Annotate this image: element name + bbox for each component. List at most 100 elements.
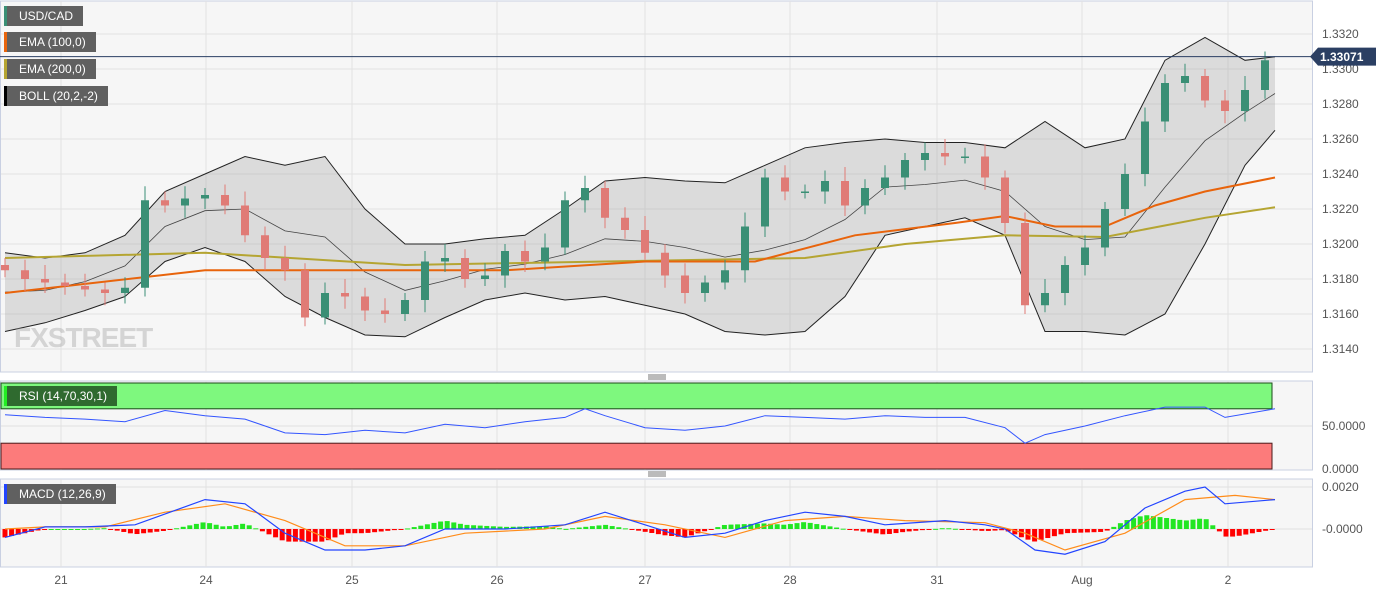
macd-histogram-bar [325, 529, 331, 541]
candle [381, 310, 389, 314]
macd-histogram-bar [900, 529, 906, 533]
macd-histogram-bar [1065, 529, 1071, 534]
legend-ema200[interactable]: EMA (200,0) [4, 59, 96, 79]
macd-histogram-bar [609, 526, 615, 529]
candle [141, 200, 149, 288]
candle [1061, 265, 1069, 293]
macd-histogram-bar [853, 529, 859, 531]
ema100-line [4, 176, 1276, 294]
last-price-tag [1310, 47, 1376, 66]
macd-histogram-bar [101, 528, 107, 530]
macd-histogram-bar [768, 523, 774, 529]
macd-histogram-bar [1084, 529, 1090, 533]
legend-ema100[interactable]: EMA (100,0) [4, 32, 96, 52]
candle [341, 293, 349, 297]
macd-histogram-bar [985, 529, 991, 531]
macd-histogram-bar [200, 522, 206, 529]
macd-histogram-bar [240, 523, 246, 529]
macd-histogram-bar [655, 529, 661, 535]
macd-histogram-bar [411, 527, 417, 529]
macd-histogram-bar [721, 524, 727, 529]
macd-histogram-bar [339, 529, 345, 535]
macd-histogram-bar [847, 529, 853, 530]
candle [901, 160, 909, 178]
candle [181, 198, 189, 206]
macd-histogram-bar [372, 529, 378, 533]
macd-histogram-bar [1078, 529, 1084, 533]
candle [81, 286, 89, 290]
macd-histogram-bar [22, 529, 28, 534]
macd-histogram-bar [431, 522, 437, 529]
candle [421, 261, 429, 300]
macd-histogram-bar [424, 524, 430, 529]
panel-resize-handle[interactable] [648, 471, 666, 477]
legend-rsi[interactable]: RSI (14,70,30,1) [4, 386, 118, 406]
candle [661, 252, 669, 276]
macd-histogram-bar [1045, 529, 1051, 539]
macd-histogram-bar [332, 529, 338, 538]
macd-histogram-bar [94, 528, 100, 530]
macd-histogram-bar [794, 523, 800, 529]
candle [1181, 76, 1189, 83]
macd-histogram-bar [444, 521, 450, 529]
legend-macd[interactable]: MACD (12,26,9) [4, 484, 116, 504]
macd-histogram-bar [886, 529, 892, 534]
macd-histogram-bar [1091, 529, 1097, 533]
macd-histogram-bar [1256, 529, 1262, 533]
macd-histogram-bar [160, 529, 166, 531]
macd-histogram-bar [748, 523, 754, 529]
watermark-logo: FXSTREET [14, 322, 153, 353]
candle [241, 205, 249, 236]
macd-histogram-bar [48, 529, 54, 530]
legend-symbol[interactable]: USD/CAD [4, 6, 84, 26]
panel-resize-handle[interactable] [648, 374, 666, 380]
candle [1021, 223, 1029, 306]
macd-histogram-bar [966, 529, 972, 530]
macd-histogram-bar [121, 529, 127, 532]
candle [61, 282, 69, 286]
macd-histogram-bar [1018, 529, 1024, 538]
macd-histogram-bar [385, 529, 391, 531]
macd-histogram-bar [1183, 520, 1189, 529]
macd-histogram-bar [68, 529, 74, 530]
panel-price [0, 0, 1313, 373]
macd-histogram-bar [906, 529, 912, 532]
macd-histogram-bar [550, 527, 556, 529]
y-tick-label: 1.3140 [1322, 342, 1359, 356]
macd-histogram-bar [702, 529, 708, 532]
macd-histogram-bar [649, 529, 655, 533]
candle [401, 300, 409, 314]
macd-histogram-bar [867, 529, 873, 533]
macd-tick-label: -0.0000 [1322, 522, 1363, 536]
macd-histogram-bar [893, 529, 899, 534]
macd-histogram-bar [919, 529, 925, 531]
macd-histogram-bar [484, 525, 490, 529]
macd-histogram-bar [946, 528, 952, 530]
candle [561, 200, 569, 248]
macd-histogram-bar [391, 529, 397, 531]
macd-histogram-bar [1249, 529, 1255, 534]
macd-histogram-bar [213, 524, 219, 529]
macd-histogram-bar [378, 529, 384, 532]
bollinger-band-area [5, 37, 1275, 337]
candle [601, 188, 609, 218]
candle [1041, 293, 1049, 306]
macd-histogram-bar [306, 529, 312, 542]
macd-histogram-bar [1177, 519, 1183, 529]
candle [1161, 83, 1169, 122]
legend-boll[interactable]: BOLL (20,2,-2) [4, 86, 108, 106]
rsi-line [4, 406, 1276, 444]
macd-histogram-bar [1223, 529, 1229, 537]
macd-histogram-bar [952, 528, 958, 530]
x-tick-label: 21 [54, 573, 68, 587]
macd-histogram-bar [576, 527, 582, 529]
candle [1141, 121, 1149, 174]
macd-histogram-bar [405, 528, 411, 530]
candle [221, 195, 229, 206]
macd-histogram-bar [827, 526, 833, 529]
macd-histogram-bar [134, 529, 140, 535]
candle [881, 177, 889, 188]
macd-histogram-bar [9, 529, 15, 537]
macd-line [4, 486, 1276, 555]
